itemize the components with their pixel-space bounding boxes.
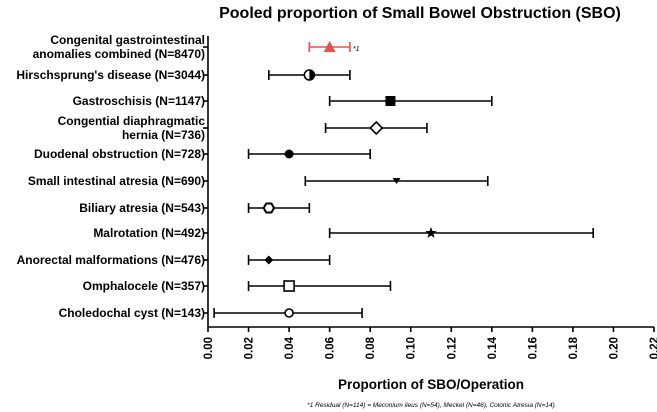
x-tick-label-9: 0.18 [568,336,580,359]
x-tick-label-4: 0.08 [365,336,377,359]
x-tick-label-1: 0.02 [244,337,256,359]
estimate-marker-5 [392,178,401,184]
x-axis-label: Proportion of SBO/Operation [338,377,524,392]
estimate-marker-2 [385,96,396,106]
x-tick-label-10: 0.20 [608,337,620,359]
estimate-marker-0 [323,41,336,52]
row-label-7: Malrotation (N=492) [93,226,205,240]
footnote: *1 Residual (N=114) = Meconium ileus (N=… [307,402,555,409]
row-label-6: Biliary atresia (N=543) [79,201,205,215]
row-annotation-0: *1 [353,46,360,53]
estimate-marker-10 [284,308,294,318]
row-label-5: Small intestinal atresia (N=690) [28,174,205,188]
estimate-marker-3 [369,120,384,136]
x-tick-label-2: 0.04 [284,336,296,359]
x-tick-label-3: 0.06 [325,337,337,359]
estimate-marker-4 [284,149,294,159]
estimate-marker-8 [264,255,274,265]
estimate-marker-9 [283,280,295,292]
estimate-marker-7 [425,227,437,238]
x-tick-label-7: 0.14 [487,336,499,359]
x-tick-label-5: 0.10 [406,337,418,359]
x-tick-label-11: 0.22 [649,337,657,359]
row-label-10: Choledochal cyst (N=143) [59,306,205,320]
row-label-9: Omphalocele (N=357) [83,279,205,293]
row-label-2: Gastroschisis (N=1147) [73,94,205,108]
x-tick-label-0: 0.00 [203,337,215,359]
row-label-8: Anorectal malformations (N=476) [17,253,205,267]
x-tick-label-8: 0.16 [527,337,539,359]
row-label-3: Congential diaphragmatic hernia (N=736) [58,114,206,142]
x-tick-label-6: 0.12 [446,337,458,359]
row-label-1: Hirschsprung's disease (N=3044) [16,68,205,82]
row-label-0: Congenital gastrointestinal anomalies com… [33,33,205,61]
estimate-marker-6 [262,202,276,214]
chart-title: Pooled proportion of Small Bowel Obstruc… [219,5,621,22]
row-label-4: Duodenal obstruction (N=728) [34,147,205,161]
estimate-marker-1 [303,69,316,81]
